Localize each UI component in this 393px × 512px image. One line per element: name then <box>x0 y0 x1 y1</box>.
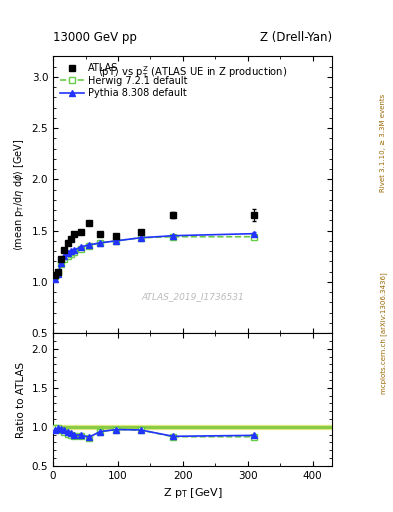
Herwig 7.2.1 default <box>78 246 83 252</box>
Line: Pythia 8.308 default: Pythia 8.308 default <box>51 230 257 282</box>
Herwig 7.2.1 default <box>86 243 91 249</box>
Pythia 8.308 default <box>78 244 83 250</box>
Herwig 7.2.1 default <box>59 261 64 267</box>
Text: ATLAS_2019_I1736531: ATLAS_2019_I1736531 <box>141 292 244 302</box>
Herwig 7.2.1 default <box>98 240 103 246</box>
Text: mcplots.cern.ch [arXiv:1306.3436]: mcplots.cern.ch [arXiv:1306.3436] <box>380 272 387 394</box>
Herwig 7.2.1 default <box>114 238 119 244</box>
Herwig 7.2.1 default <box>252 233 257 240</box>
Legend: ATLAS, Herwig 7.2.1 default, Pythia 8.308 default: ATLAS, Herwig 7.2.1 default, Pythia 8.30… <box>57 60 191 101</box>
Text: $\langle$pT$\rangle$ vs p$_\mathrm{T}^\mathrm{Z}$ (ATLAS UE in Z production): $\langle$pT$\rangle$ vs p$_\mathrm{T}^\m… <box>98 65 287 81</box>
Pythia 8.308 default <box>52 275 57 282</box>
Text: 13000 GeV pp: 13000 GeV pp <box>53 31 137 44</box>
Text: Rivet 3.1.10, ≥ 3.3M events: Rivet 3.1.10, ≥ 3.3M events <box>380 94 386 193</box>
X-axis label: Z p$_\mathrm{T}$ [GeV]: Z p$_\mathrm{T}$ [GeV] <box>163 486 222 500</box>
ATLAS <box>55 268 60 274</box>
ATLAS <box>72 230 77 237</box>
Herwig 7.2.1 default <box>171 233 175 240</box>
Y-axis label: $\langle$mean p$_\mathrm{T}$/d$\eta$ d$\phi\rangle$ [GeV]: $\langle$mean p$_\mathrm{T}$/d$\eta$ d$\… <box>12 138 26 251</box>
Text: Z (Drell-Yan): Z (Drell-Yan) <box>260 31 332 44</box>
Herwig 7.2.1 default <box>55 269 60 275</box>
Pythia 8.308 default <box>68 248 73 254</box>
ATLAS <box>138 228 143 234</box>
ATLAS <box>62 247 67 253</box>
ATLAS <box>86 220 91 226</box>
Herwig 7.2.1 default <box>138 234 143 241</box>
ATLAS <box>59 256 64 262</box>
Bar <box>53 424 332 429</box>
Herwig 7.2.1 default <box>65 253 70 259</box>
Pythia 8.308 default <box>138 234 143 241</box>
Herwig 7.2.1 default <box>72 249 77 255</box>
ATLAS <box>252 212 257 218</box>
ATLAS <box>52 271 57 278</box>
Pythia 8.308 default <box>65 250 70 256</box>
Pythia 8.308 default <box>59 260 64 266</box>
Pythia 8.308 default <box>72 247 77 253</box>
Pythia 8.308 default <box>98 240 103 246</box>
Bar <box>53 426 332 428</box>
ATLAS <box>78 228 83 234</box>
Line: ATLAS: ATLAS <box>51 212 257 278</box>
Pythia 8.308 default <box>252 230 257 237</box>
Herwig 7.2.1 default <box>68 251 73 257</box>
Pythia 8.308 default <box>171 232 175 239</box>
Pythia 8.308 default <box>55 270 60 276</box>
Y-axis label: Ratio to ATLAS: Ratio to ATLAS <box>16 361 26 438</box>
ATLAS <box>65 240 70 246</box>
Herwig 7.2.1 default <box>62 256 67 262</box>
ATLAS <box>171 212 175 218</box>
Line: Herwig 7.2.1 default: Herwig 7.2.1 default <box>52 234 257 279</box>
Herwig 7.2.1 default <box>52 272 57 279</box>
ATLAS <box>68 236 73 242</box>
ATLAS <box>114 232 119 239</box>
Pythia 8.308 default <box>62 253 67 259</box>
Pythia 8.308 default <box>86 242 91 248</box>
Pythia 8.308 default <box>114 238 119 244</box>
ATLAS <box>98 230 103 237</box>
